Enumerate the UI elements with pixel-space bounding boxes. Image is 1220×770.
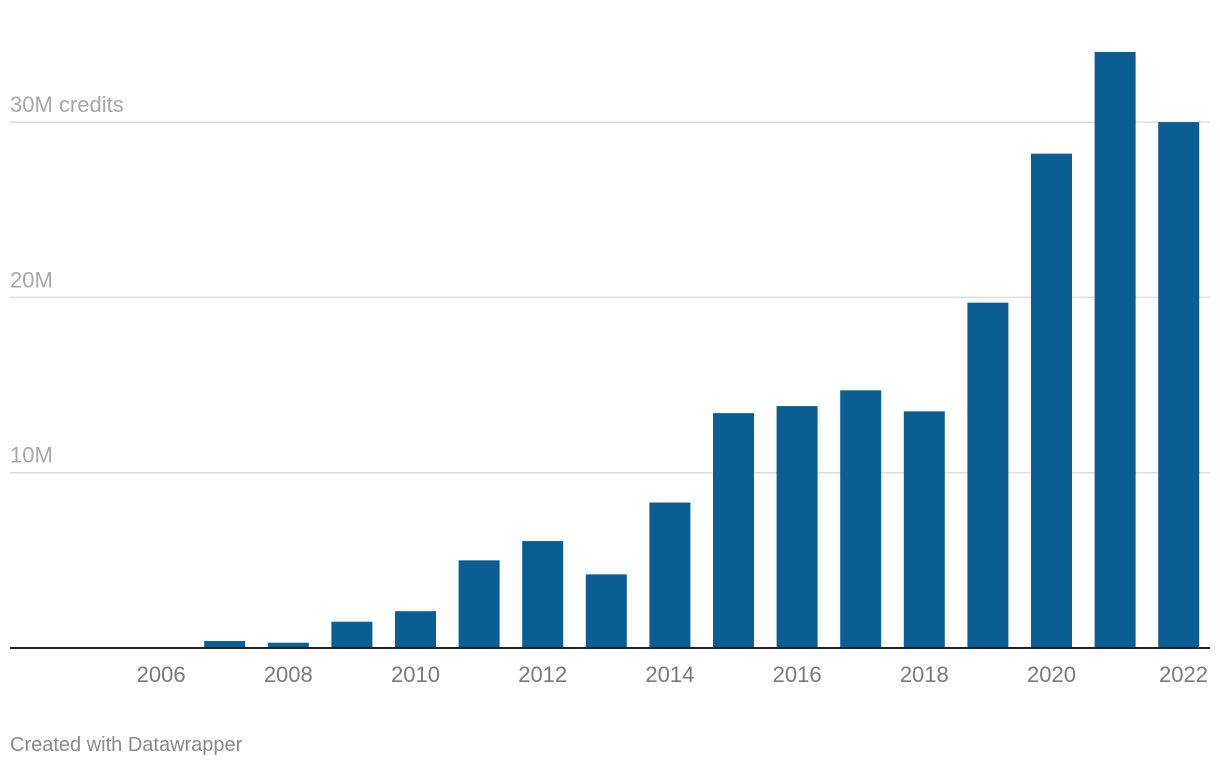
y-tick-label: 20M [10, 267, 53, 292]
x-tick-label: 2008 [264, 662, 313, 687]
bar-2021 [1094, 51, 1136, 649]
x-tick-label: 2010 [391, 662, 440, 687]
x-tick-labels: 2006 2008 2010 2012 2014 2016 2018 2020 2022 [137, 662, 1208, 687]
x-tick-label: 2018 [900, 662, 949, 687]
bar-2009 [331, 621, 373, 648]
bar-2007 [204, 640, 246, 648]
gridlines [10, 121, 1210, 474]
bar-2019 [967, 302, 1009, 648]
bar-2012 [522, 541, 564, 648]
x-tick-label: 2020 [1027, 662, 1076, 687]
x-tick-label: 2006 [137, 662, 186, 687]
x-tick-label: 2012 [518, 662, 567, 687]
bar-2014 [649, 502, 691, 648]
credit-text: Created with Datawrapper [10, 734, 243, 756]
bar-2015 [713, 413, 754, 648]
y-tick-labels: 10M 20M 30M credits [10, 92, 124, 468]
bar-2022 [1158, 122, 1200, 649]
x-tick-label: 2016 [773, 662, 822, 687]
bar-2018 [903, 411, 945, 648]
y-tick-label: 10M [10, 443, 53, 468]
bar-2020 [1031, 153, 1072, 649]
bar-2017 [840, 390, 882, 648]
bar-2013 [585, 574, 627, 648]
bars [204, 51, 1200, 649]
bar-2016 [776, 406, 818, 648]
y-tick-label: 30M credits [10, 92, 124, 117]
bar-2011 [458, 560, 500, 648]
x-tick-label: 2014 [645, 662, 694, 687]
bar-2008 [267, 642, 309, 648]
x-tick-label: 2022 [1159, 662, 1208, 687]
bar-2010 [395, 611, 436, 648]
